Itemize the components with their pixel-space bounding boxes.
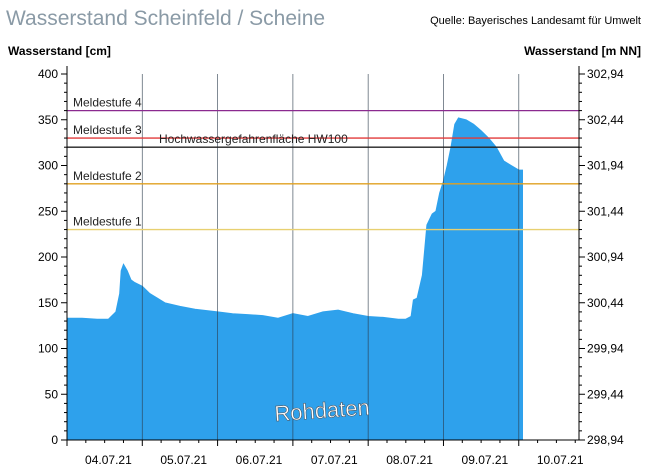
y-tick-label-right: 302,44: [587, 113, 624, 127]
y-tick-label-right: 299,94: [587, 342, 624, 356]
x-tick-label: 04.07.21: [85, 453, 132, 467]
y-tick-label-right: 300,44: [587, 296, 624, 310]
series-area-layer: [66, 117, 523, 441]
y-tick-label-left: 50: [45, 387, 59, 401]
y-tick-label-right: 301,94: [587, 159, 624, 173]
y-tick-label-left: 300: [38, 159, 58, 173]
x-tick-label: 08.07.21: [386, 453, 433, 467]
y-tick-label-left: 350: [38, 113, 58, 127]
y-tick-label-left: 400: [38, 67, 58, 81]
x-tick-label: 05.07.21: [160, 453, 207, 467]
y-tick-label-right: 301,44: [587, 204, 624, 218]
y-tick-label-left: 200: [38, 250, 58, 264]
threshold-lines: Meldestufe 4 Meldestufe 3 Hochwassergefahr…: [67, 96, 579, 231]
threshold-label: Meldestufe 1: [73, 215, 142, 229]
threshold-label: Meldestufe 3: [73, 123, 142, 137]
x-tick-label: 07.07.21: [311, 453, 358, 467]
series-area-0: [66, 117, 523, 441]
threshold-label: Meldestufe 2: [73, 169, 142, 183]
y-tick-label-right: 302,94: [587, 67, 624, 81]
y-axis-left-label: Wasserstand [cm]: [8, 44, 111, 58]
x-tick-label: 06.07.21: [236, 453, 283, 467]
chart-title: Wasserstand Scheinfeld / Scheine: [6, 7, 325, 30]
axes: 0 50 100 150 200 250 300 350 400 298,94 299,44 299,…: [38, 66, 624, 467]
y-tick-label-right: 300,94: [587, 250, 624, 264]
threshold-label: Hochwassergefahrenfläche HW100: [159, 132, 348, 146]
x-tick-label: 10.07.21: [537, 453, 584, 467]
y-tick-label-left: 0: [51, 433, 58, 447]
y-axis-right-label: Wasserstand [m NN]: [524, 44, 641, 58]
data-source: Quelle: Bayerisches Landesamt für Umwelt: [430, 15, 641, 27]
y-tick-label-right: 298,94: [587, 433, 624, 447]
y-tick-label-left: 150: [38, 296, 58, 310]
y-tick-label-left: 100: [38, 342, 58, 356]
y-tick-label-right: 299,44: [587, 387, 624, 401]
threshold-label: Meldestufe 4: [73, 96, 142, 110]
y-tick-label-left: 250: [38, 204, 58, 218]
x-tick-label: 09.07.21: [462, 453, 509, 467]
vertical-grid: [141, 74, 520, 440]
